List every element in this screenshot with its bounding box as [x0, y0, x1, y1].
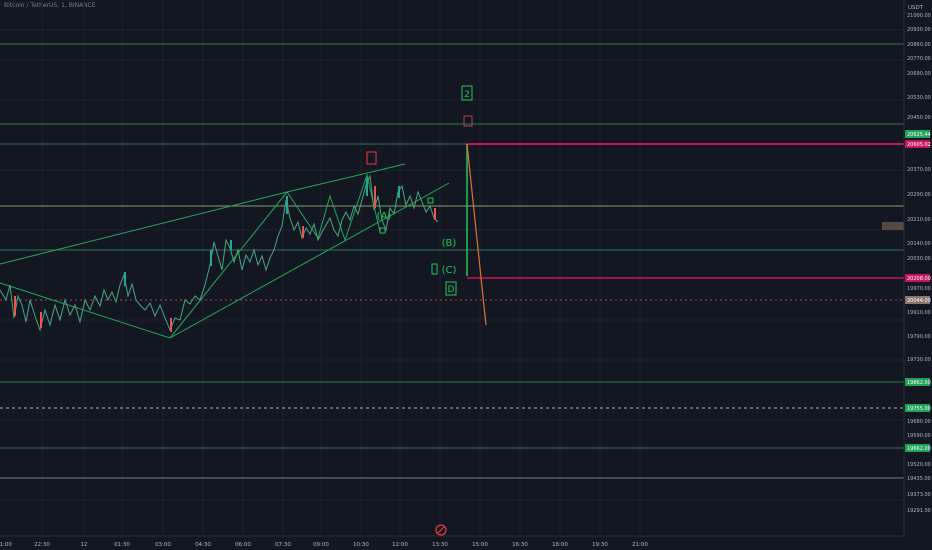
price-axis-label: 21000.00 [907, 13, 931, 19]
time-axis-label: 22:30 [34, 542, 50, 548]
price-axis-label: 19520.00 [907, 462, 931, 468]
svg-text:20044.00: 20044.00 [907, 298, 931, 304]
price-axis-label: 20370.00 [907, 167, 931, 173]
price-labels: 21000.00 20930.00 20860.00 20770.00 20690.00… [907, 13, 931, 514]
svg-text:20208.00: 20208.00 [907, 276, 931, 282]
time-axis-label: 19:30 [592, 542, 608, 548]
wave-b-label: (B) [442, 238, 457, 249]
price-axis-label: 20690.00 [907, 71, 931, 77]
price-badges: 20625.44 20605.02 20208.00 20044.00 19862.00… [905, 130, 931, 452]
price-axis-label: 20030.00 [907, 256, 931, 262]
price-badge: 20625.44 [905, 130, 931, 138]
time-axis-label: 09:00 [313, 542, 329, 548]
red-marker-icon[interactable] [463, 115, 473, 127]
watermark-logo-icon [435, 524, 447, 536]
price-axis[interactable] [904, 0, 932, 536]
price-axis-label: 20210.00 [907, 217, 931, 223]
wave-2-label[interactable]: 2 [461, 85, 473, 101]
red-marker-icon[interactable] [366, 151, 377, 165]
svg-text:19662.00: 19662.00 [907, 446, 931, 452]
time-axis[interactable] [0, 536, 932, 550]
price-badge: 19862.00 [905, 378, 931, 386]
time-axis-label: 12:00 [392, 542, 408, 548]
svg-text:D: D [448, 285, 455, 295]
price-axis-label: 20770.00 [907, 56, 931, 62]
time-axis-label: 16:30 [512, 542, 528, 548]
price-badge: 20044.00 [905, 296, 931, 304]
green-marker-icon[interactable] [431, 263, 438, 275]
price-series [0, 174, 439, 332]
price-axis-label: 19291.00 [907, 508, 931, 514]
time-axis-label: 10:30 [353, 542, 369, 548]
time-axis-label: 01:30 [114, 542, 130, 548]
svg-text:20605.02: 20605.02 [907, 142, 931, 148]
green-marker-icon[interactable] [427, 197, 434, 204]
price-axis-label: 20860.00 [907, 42, 931, 48]
time-axis-label: 04:30 [195, 542, 211, 548]
time-axis-label: 07:30 [275, 542, 291, 548]
time-labels: 21:00 22:30 12 01:30 03:00 04:30 06:00 07:30 09:… [0, 542, 648, 548]
svg-text:20625.44: 20625.44 [907, 132, 931, 138]
price-axis-label: 20140.00 [907, 241, 931, 247]
horizontal-gridlines [0, 29, 904, 501]
svg-text:2: 2 [464, 90, 470, 100]
price-axis-label: 19910.00 [907, 310, 931, 316]
time-axis-label: 21:00 [0, 542, 12, 548]
price-axis-label: 20450.00 [907, 115, 931, 121]
price-axis-label: 19435.00 [907, 476, 931, 482]
time-axis-label: 03:00 [155, 542, 171, 548]
level-lines[interactable] [0, 43, 904, 479]
time-axis-label: 06:00 [235, 542, 251, 548]
price-badge: 20208.00 [905, 274, 931, 282]
projection-red-line[interactable] [466, 143, 487, 326]
price-axis-label: 19970.00 [907, 286, 931, 292]
zigzag-line [169, 173, 381, 339]
price-axis-label: 19790.00 [907, 334, 931, 340]
wave-c-label: (C) [442, 265, 457, 276]
symbol-header: Bitcoin / TetherUS, 1, BINANCE [4, 2, 96, 9]
time-axis-label: 15:00 [472, 542, 488, 548]
time-axis-label: 13:30 [432, 542, 448, 548]
green-marker-icon[interactable] [379, 227, 386, 234]
price-badge: 19662.00 [905, 444, 931, 452]
wave-d-label[interactable]: D [445, 281, 457, 296]
price-axis-label: 19590.00 [907, 433, 931, 439]
price-badge: 20605.02 [905, 140, 931, 148]
price-axis-label: 19373.00 [907, 492, 931, 498]
price-axis-label: 20930.00 [907, 27, 931, 33]
trendlines[interactable] [0, 163, 450, 339]
time-axis-label: 18:00 [552, 542, 568, 548]
currency-label: USDT [908, 5, 924, 11]
svg-text:19755.00: 19755.00 [907, 406, 931, 412]
time-axis-label: 21:00 [632, 542, 648, 548]
price-badge: 19755.00 [905, 404, 931, 412]
svg-text:19862.00: 19862.00 [907, 380, 931, 386]
price-axis-label: 19730.00 [907, 357, 931, 363]
vertical-gridlines [41, 0, 641, 536]
price-axis-label: 20530.00 [907, 95, 931, 101]
wave-a-label: (A) [377, 211, 392, 222]
time-axis-label: 12 [81, 542, 88, 548]
price-axis-label: 19680.00 [907, 419, 931, 425]
price-axis-label: 20290.00 [907, 192, 931, 198]
